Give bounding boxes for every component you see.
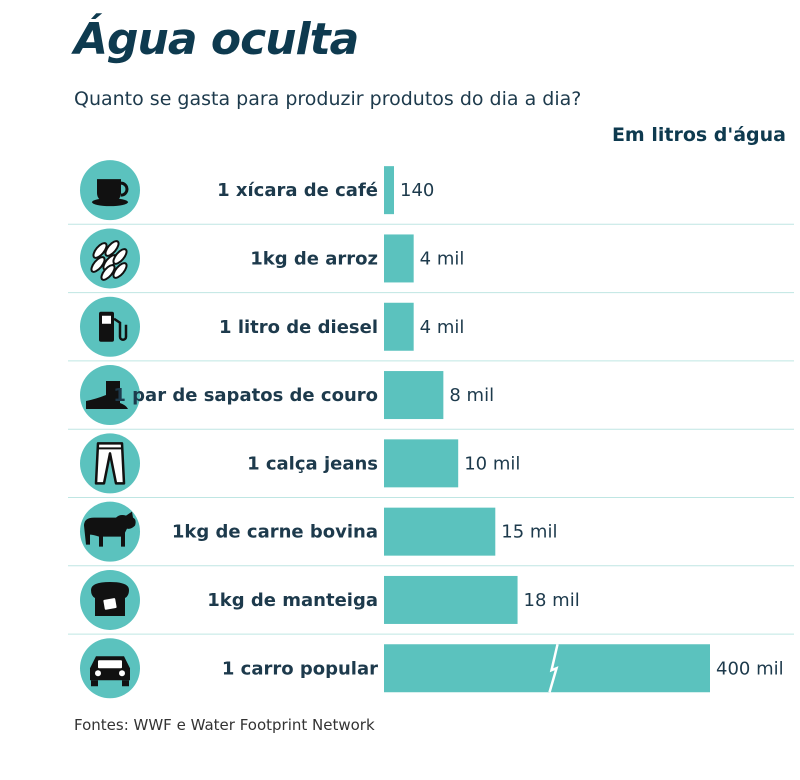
coffee-cup-icon [80, 160, 140, 221]
value-label: 15 mil [501, 522, 557, 543]
category-label: 1 par de sapatos de couro [113, 385, 378, 406]
category-label: 1kg de manteiga [207, 590, 378, 611]
bar [384, 575, 518, 624]
value-label: 10 mil [464, 453, 520, 474]
fuel-pump-icon [80, 296, 140, 357]
bar [384, 302, 414, 351]
category-label: 1 xícara de café [217, 180, 378, 201]
bar [384, 439, 459, 488]
cow-icon [80, 501, 140, 562]
category-label: 1 litro de diesel [219, 317, 378, 338]
chart-subtitle: Quanto se gasta para produzir produtos d… [74, 88, 582, 110]
category-label: 1 calça jeans [247, 453, 378, 474]
car-icon [80, 638, 140, 699]
bar [384, 644, 710, 693]
bar [384, 234, 414, 283]
value-label: 4 mil [420, 248, 465, 269]
value-label: 18 mil [524, 590, 580, 611]
category-label: 1kg de arroz [250, 248, 378, 269]
value-label: 140 [400, 180, 434, 201]
value-label: 400 mil [716, 658, 784, 679]
shoe-icon [80, 365, 140, 426]
category-label: 1kg de carne bovina [172, 522, 378, 543]
bar [384, 507, 496, 556]
value-label: 4 mil [420, 317, 465, 338]
axis-break-mark [548, 643, 559, 693]
butter-icon [80, 569, 140, 630]
value-label: 8 mil [449, 385, 494, 406]
rice-icon [80, 228, 140, 289]
source-note: Fontes: WWF e Water Footprint Network [74, 716, 375, 734]
bar [384, 371, 444, 420]
jeans-icon [80, 433, 140, 494]
category-label: 1 carro popular [222, 658, 378, 679]
bar [384, 166, 394, 215]
chart-title: Água oculta [74, 14, 359, 65]
unit-label: Em litros d'água [611, 124, 786, 146]
